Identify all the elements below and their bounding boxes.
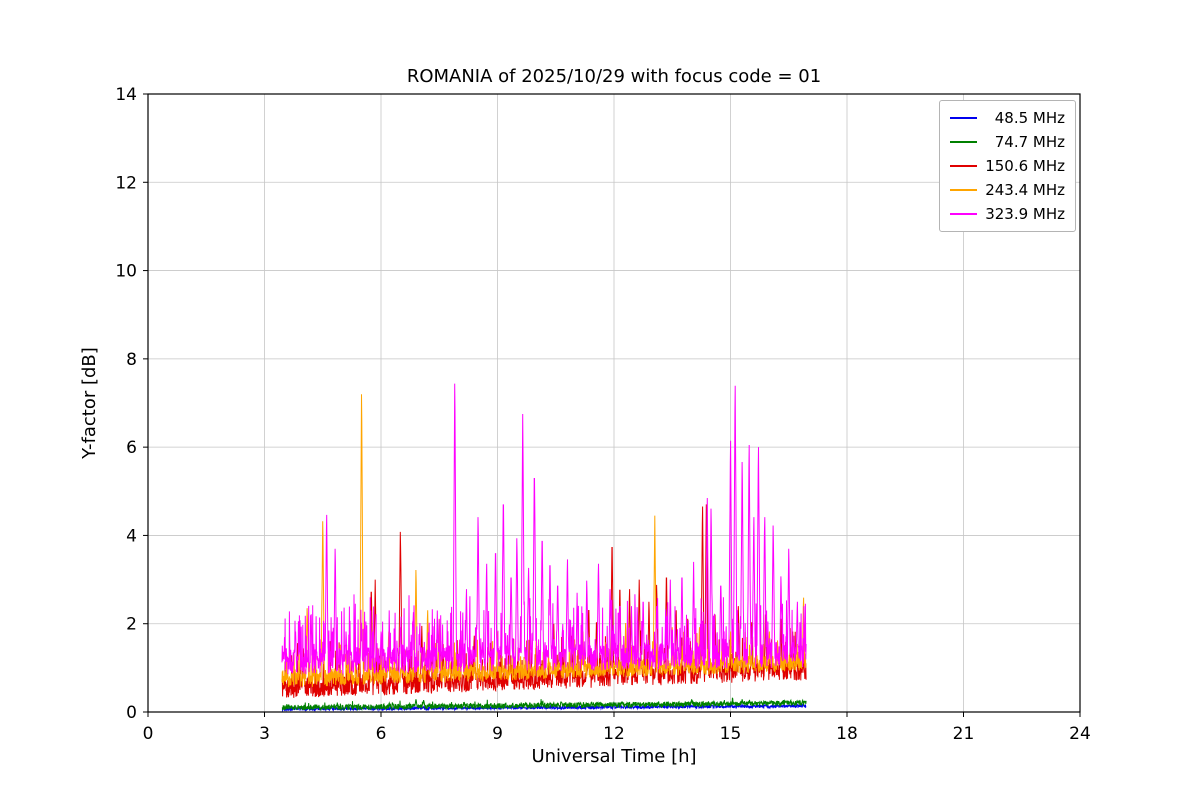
x-tick-label: 15: [720, 724, 742, 744]
x-tick-label: 6: [376, 724, 387, 744]
chart-title: ROMANIA of 2025/10/29 with focus code = …: [407, 66, 821, 87]
legend-item: 243.4 MHz: [950, 181, 1065, 199]
y-tick-label: 2: [126, 615, 137, 635]
y-tick-label: 8: [126, 350, 137, 370]
y-tick-label: 14: [115, 85, 137, 105]
legend-label: 74.7 MHz: [994, 133, 1065, 151]
series-line-74.7-mhz: [281, 697, 807, 712]
legend-line-sample: [950, 213, 977, 215]
x-tick-label: 24: [1069, 724, 1091, 744]
legend-label: 48.5 MHz: [994, 109, 1065, 127]
y-tick-label: 0: [126, 703, 137, 723]
x-tick-label: 21: [953, 724, 975, 744]
x-axis-label: Universal Time [h]: [531, 746, 696, 767]
series-line-323.9-mhz: [281, 383, 807, 675]
legend-label: 323.9 MHz: [985, 205, 1065, 223]
y-tick-label: 10: [115, 262, 137, 282]
legend-item: 323.9 MHz: [950, 205, 1065, 223]
legend-item: 150.6 MHz: [950, 157, 1065, 175]
legend-item: 74.7 MHz: [950, 133, 1065, 151]
legend-item: 48.5 MHz: [950, 109, 1065, 127]
y-axis-label: Y-factor [dB]: [79, 347, 100, 460]
series-line-243.4-mhz: [281, 394, 807, 688]
x-tick-label: 3: [259, 724, 270, 744]
legend-label: 243.4 MHz: [985, 181, 1065, 199]
x-tick-label: 18: [836, 724, 858, 744]
legend: 48.5 MHz 74.7 MHz 150.6 MHz 243.4 MHz 323.9 …: [939, 100, 1076, 232]
legend-line-sample: [950, 117, 977, 119]
x-tick-label: 12: [603, 724, 625, 744]
series-lines: [281, 383, 807, 713]
grid-lines: [148, 94, 1080, 712]
legend-line-sample: [950, 141, 977, 143]
y-tick-label: 12: [115, 173, 137, 193]
x-tick-label: 0: [143, 724, 154, 744]
y-tick-label: 4: [126, 526, 137, 546]
x-tick-label: 9: [492, 724, 503, 744]
legend-label: 150.6 MHz: [985, 157, 1065, 175]
y-tick-label: 6: [126, 438, 137, 458]
legend-line-sample: [950, 165, 977, 167]
legend-line-sample: [950, 189, 977, 191]
